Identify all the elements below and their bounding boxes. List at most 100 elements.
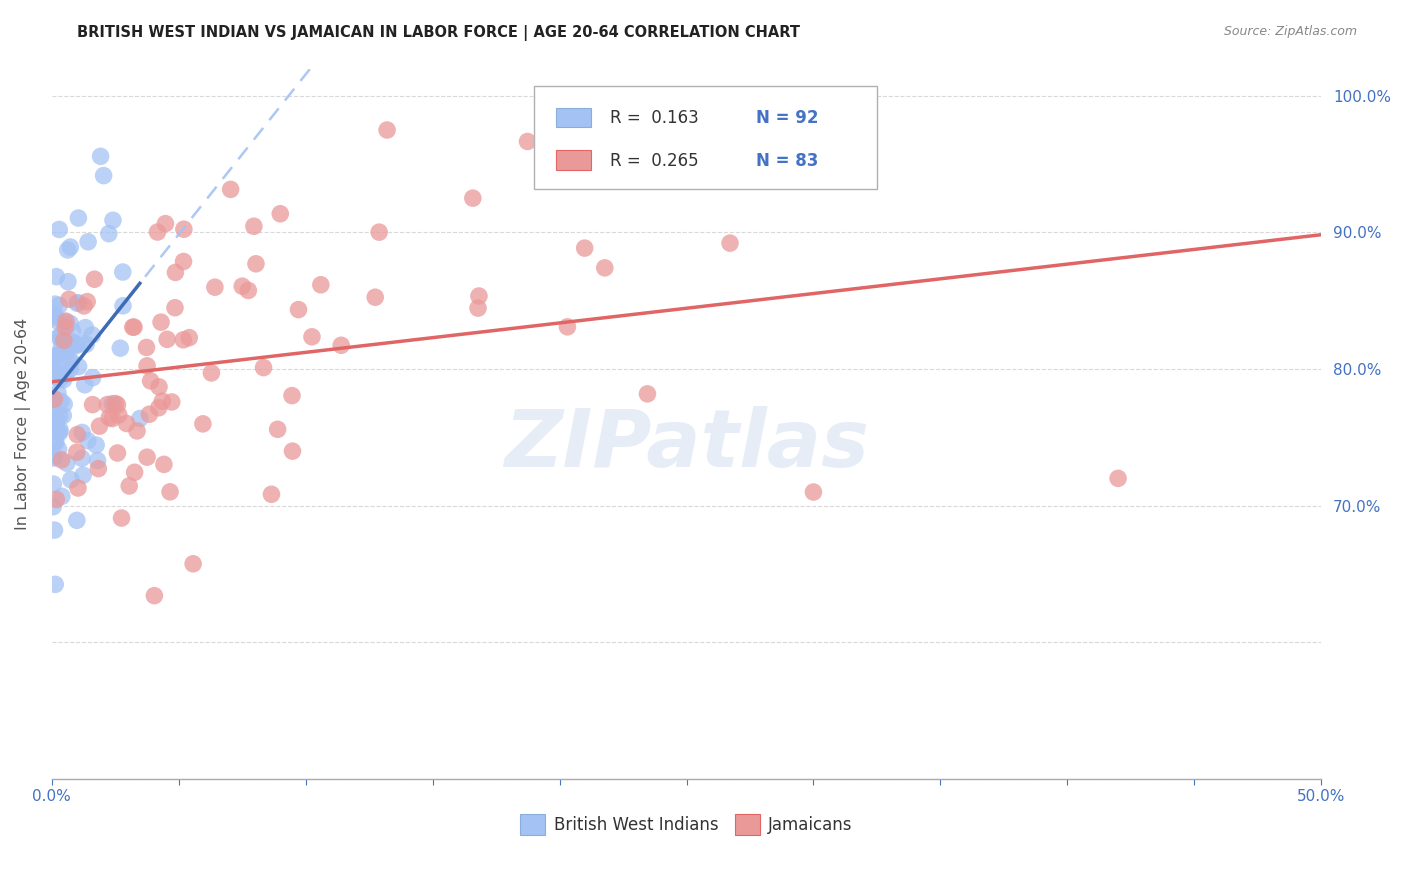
Point bbox=[53, 397, 76, 411]
Point bbox=[51, 340, 73, 354]
Point bbox=[46, 385, 69, 400]
Point bbox=[128, 411, 150, 425]
Point bbox=[181, 557, 204, 571]
Point bbox=[45, 435, 67, 450]
Point bbox=[83, 272, 105, 286]
Point bbox=[45, 269, 67, 284]
Point bbox=[238, 284, 260, 298]
Point bbox=[461, 191, 484, 205]
Point bbox=[67, 359, 90, 374]
Point bbox=[231, 279, 253, 293]
Point bbox=[191, 417, 214, 431]
Point bbox=[574, 241, 596, 255]
Point bbox=[593, 260, 616, 275]
Point bbox=[51, 453, 73, 467]
Point bbox=[42, 500, 65, 514]
Point bbox=[138, 407, 160, 421]
Point bbox=[66, 337, 89, 351]
Point bbox=[53, 315, 76, 329]
Point bbox=[165, 265, 187, 279]
Point bbox=[636, 387, 658, 401]
Point bbox=[375, 123, 398, 137]
Point bbox=[73, 377, 96, 392]
Point bbox=[66, 481, 89, 495]
Point bbox=[42, 451, 65, 466]
Point bbox=[468, 289, 491, 303]
Point bbox=[45, 405, 67, 419]
Point bbox=[301, 330, 323, 344]
Text: Source: ZipAtlas.com: Source: ZipAtlas.com bbox=[1223, 25, 1357, 38]
Point bbox=[368, 225, 391, 239]
Point bbox=[42, 366, 65, 380]
Point bbox=[269, 207, 291, 221]
Point bbox=[98, 410, 121, 425]
Text: BRITISH WEST INDIAN VS JAMAICAN IN LABOR FORCE | AGE 20-64 CORRELATION CHART: BRITISH WEST INDIAN VS JAMAICAN IN LABOR… bbox=[77, 25, 800, 41]
Point bbox=[48, 222, 70, 236]
Point bbox=[96, 398, 118, 412]
Point bbox=[42, 310, 65, 325]
Point bbox=[104, 396, 127, 410]
Point bbox=[60, 334, 83, 349]
FancyBboxPatch shape bbox=[555, 150, 592, 170]
Point bbox=[44, 297, 66, 311]
Point bbox=[44, 523, 66, 537]
Point bbox=[44, 577, 66, 591]
Point bbox=[122, 320, 145, 334]
Point bbox=[260, 487, 283, 501]
Point bbox=[93, 169, 115, 183]
Point bbox=[101, 213, 124, 227]
Point bbox=[49, 425, 72, 440]
Text: N = 92: N = 92 bbox=[756, 109, 818, 128]
Point bbox=[204, 280, 226, 294]
Point bbox=[309, 277, 332, 292]
Point bbox=[45, 416, 67, 430]
FancyBboxPatch shape bbox=[555, 108, 592, 128]
Point bbox=[52, 409, 75, 423]
Point bbox=[45, 313, 67, 327]
Point bbox=[56, 339, 79, 353]
Point bbox=[42, 368, 65, 382]
Point bbox=[76, 434, 98, 448]
Point bbox=[252, 360, 274, 375]
Point bbox=[67, 211, 90, 225]
Point bbox=[52, 373, 75, 387]
Point bbox=[73, 299, 96, 313]
Point bbox=[70, 336, 93, 351]
Text: R =  0.163: R = 0.163 bbox=[610, 109, 699, 128]
Legend: British West Indians, Jamaicans: British West Indians, Jamaicans bbox=[520, 814, 853, 835]
Point bbox=[84, 438, 107, 452]
Point bbox=[59, 362, 82, 376]
Point bbox=[718, 236, 741, 251]
Point bbox=[148, 380, 170, 394]
Point bbox=[75, 337, 97, 351]
Point bbox=[243, 219, 266, 234]
Point bbox=[49, 423, 72, 437]
Point bbox=[107, 398, 129, 412]
Point bbox=[281, 389, 304, 403]
Point bbox=[65, 339, 87, 353]
Point bbox=[66, 296, 89, 310]
Point bbox=[364, 290, 387, 304]
Point bbox=[163, 301, 186, 315]
Point bbox=[153, 458, 176, 472]
Point bbox=[59, 240, 82, 254]
Point bbox=[60, 354, 83, 368]
Point bbox=[63, 336, 86, 351]
Point bbox=[173, 222, 195, 236]
Point bbox=[111, 265, 134, 279]
Point bbox=[135, 341, 157, 355]
Point bbox=[42, 477, 65, 491]
Point bbox=[150, 315, 173, 329]
Point bbox=[139, 374, 162, 388]
Point bbox=[48, 347, 70, 361]
Point bbox=[72, 468, 94, 483]
Point bbox=[150, 394, 173, 409]
Point bbox=[49, 394, 72, 409]
Point bbox=[125, 424, 148, 438]
Point bbox=[82, 398, 104, 412]
Point bbox=[156, 332, 179, 346]
Point bbox=[46, 365, 69, 379]
Point bbox=[48, 372, 70, 386]
Point bbox=[121, 320, 143, 334]
Point bbox=[45, 411, 67, 425]
